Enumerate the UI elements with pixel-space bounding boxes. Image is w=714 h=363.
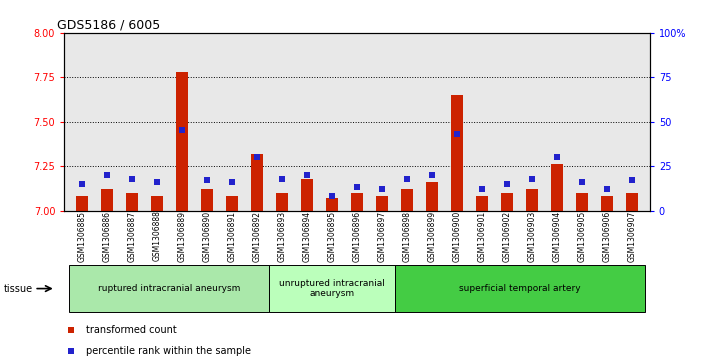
Bar [576, 193, 588, 211]
Bar [426, 182, 438, 211]
Text: percentile rank within the sample: percentile rank within the sample [86, 346, 251, 356]
Text: GSM1306892: GSM1306892 [253, 211, 261, 261]
Bar [69, 265, 269, 312]
Bar [226, 196, 238, 211]
Text: tissue: tissue [4, 284, 33, 294]
Bar [176, 72, 188, 211]
Bar [301, 179, 313, 211]
Text: GSM1306895: GSM1306895 [328, 211, 336, 262]
Bar [395, 265, 645, 312]
Text: unruptured intracranial
aneurysm: unruptured intracranial aneurysm [279, 279, 385, 298]
Text: GSM1306890: GSM1306890 [202, 211, 211, 262]
Text: GSM1306886: GSM1306886 [102, 211, 111, 261]
Bar [126, 193, 138, 211]
Bar [551, 164, 563, 211]
Text: GSM1306901: GSM1306901 [478, 211, 487, 262]
Text: GSM1306896: GSM1306896 [353, 211, 361, 262]
Text: GDS5186 / 6005: GDS5186 / 6005 [57, 18, 161, 31]
Bar [626, 193, 638, 211]
Text: GSM1306906: GSM1306906 [603, 211, 612, 262]
Text: GSM1306903: GSM1306903 [528, 211, 537, 262]
Bar [451, 95, 463, 211]
Bar [269, 265, 395, 312]
Text: GSM1306894: GSM1306894 [303, 211, 311, 262]
Bar [401, 189, 413, 211]
Bar [151, 196, 163, 211]
Text: GSM1306899: GSM1306899 [428, 211, 436, 262]
Text: GSM1306905: GSM1306905 [578, 211, 587, 262]
Text: GSM1306885: GSM1306885 [77, 211, 86, 261]
Bar [376, 196, 388, 211]
Text: GSM1306907: GSM1306907 [628, 211, 637, 262]
Text: GSM1306897: GSM1306897 [378, 211, 386, 262]
Text: GSM1306889: GSM1306889 [177, 211, 186, 261]
Bar [276, 193, 288, 211]
Bar [101, 189, 113, 211]
Text: GSM1306888: GSM1306888 [152, 211, 161, 261]
Bar [351, 193, 363, 211]
Text: transformed count: transformed count [86, 325, 176, 335]
Bar [476, 196, 488, 211]
Bar [526, 189, 538, 211]
Text: GSM1306900: GSM1306900 [453, 211, 461, 262]
Bar [201, 189, 213, 211]
Text: GSM1306887: GSM1306887 [127, 211, 136, 261]
Bar [601, 196, 613, 211]
Bar [326, 198, 338, 211]
Bar [76, 196, 88, 211]
Text: GSM1306902: GSM1306902 [503, 211, 512, 262]
Text: superficial temporal artery: superficial temporal artery [459, 284, 580, 293]
Text: GSM1306898: GSM1306898 [403, 211, 411, 261]
Bar [251, 154, 263, 211]
Text: GSM1306904: GSM1306904 [553, 211, 562, 262]
Bar [501, 193, 513, 211]
Text: ruptured intracranial aneurysm: ruptured intracranial aneurysm [98, 284, 241, 293]
Text: GSM1306891: GSM1306891 [227, 211, 236, 261]
Text: GSM1306893: GSM1306893 [278, 211, 286, 262]
